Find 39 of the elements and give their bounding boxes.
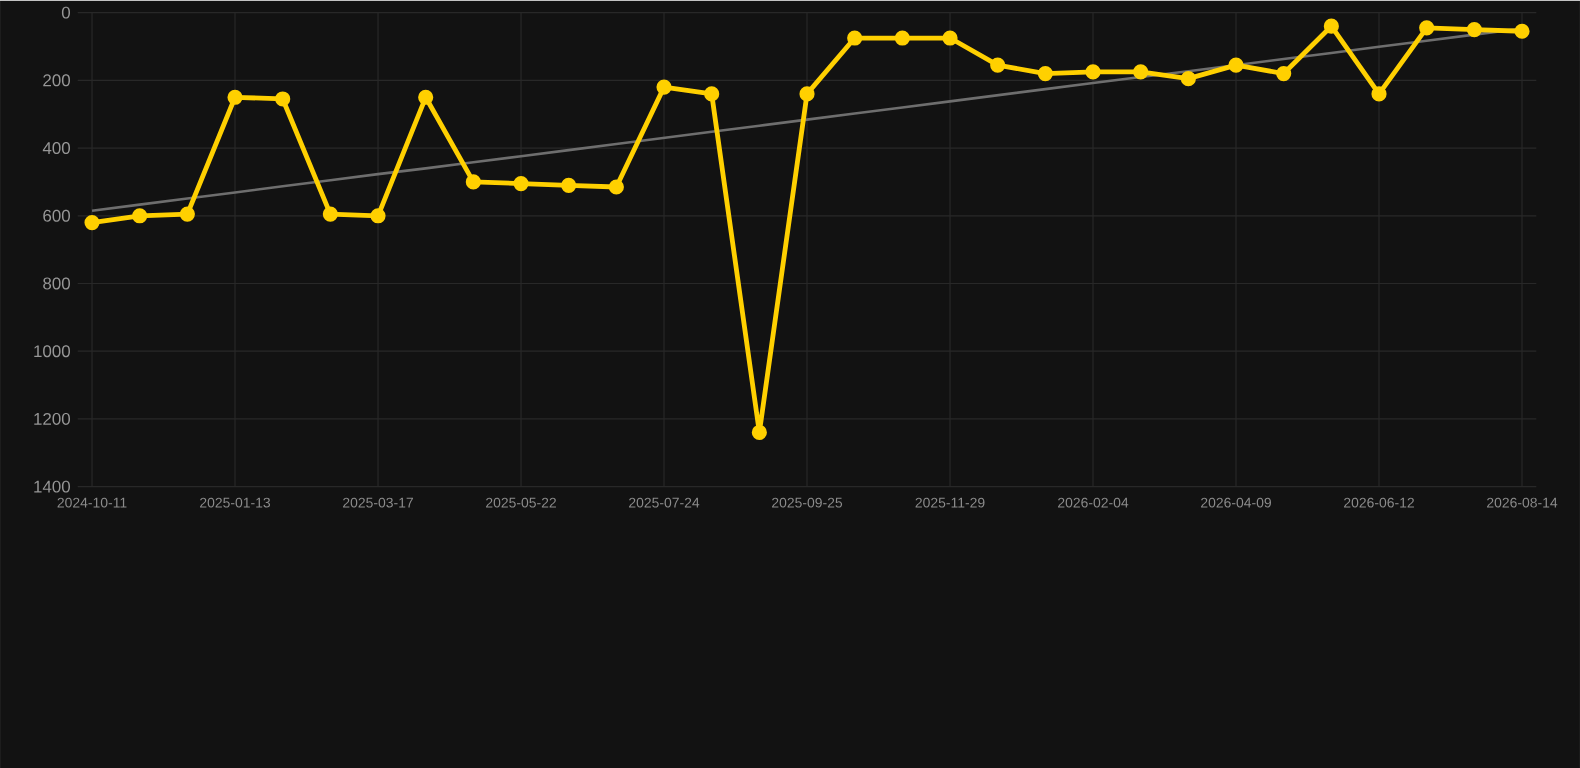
point [1133,63,1149,80]
y-tick-label: 1400 [34,480,71,493]
point [465,174,481,190]
point [942,30,958,46]
point [418,89,434,105]
point [1419,19,1435,36]
point [1037,65,1053,81]
point [1466,21,1482,37]
y-tick-label: 600 [43,209,71,222]
point [275,91,291,107]
point [561,177,577,193]
point [1276,65,1292,81]
point [227,89,243,105]
point [799,86,815,102]
point [1085,63,1101,80]
point [132,207,148,224]
point [1514,23,1530,39]
point [990,57,1006,73]
point [751,424,767,440]
point [608,179,624,195]
point [894,30,910,46]
y-tick-label: 800 [43,277,71,290]
point [84,214,100,230]
point [179,206,195,222]
point [847,30,863,46]
point [656,79,672,95]
point [322,206,338,222]
point [1228,57,1244,73]
point [704,86,720,102]
point [1180,70,1196,86]
y-tick-label: 200 [43,74,71,87]
point [370,207,386,224]
point [1323,18,1339,34]
point [1371,86,1387,102]
point [513,175,529,191]
y-tick-label: 400 [42,141,71,154]
y-tick-label: 1000 [34,344,71,357]
y-tick-label: 0 [61,6,71,19]
y-tick-label: 1200 [34,412,71,425]
